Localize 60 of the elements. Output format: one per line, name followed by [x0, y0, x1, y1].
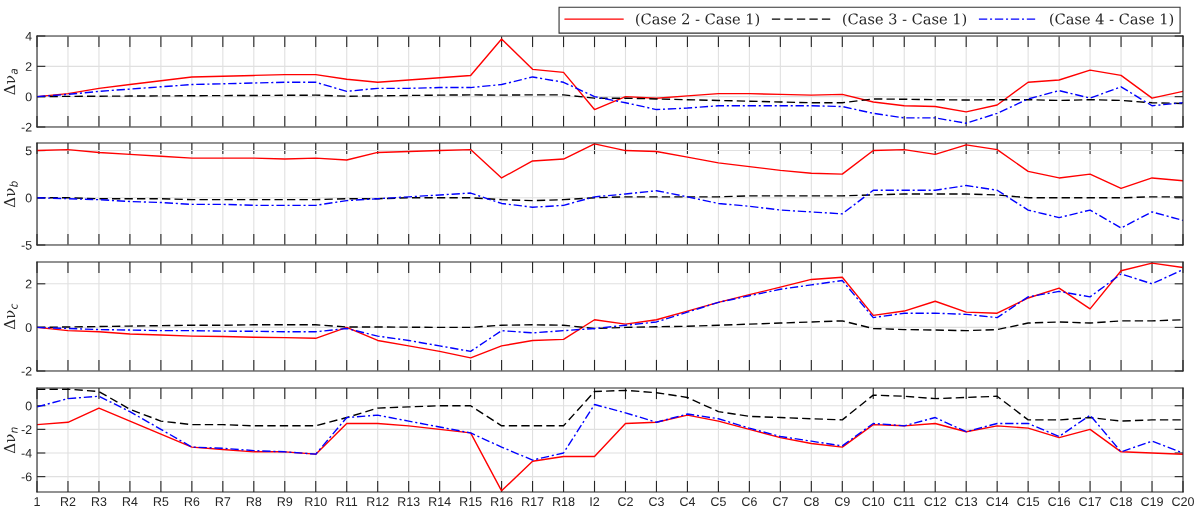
x-tick-label: C7 [773, 497, 788, 507]
x-tick-label: C5 [711, 497, 726, 507]
x-tick-label: R15 [460, 497, 482, 507]
y-tick-label: 0 [25, 401, 32, 411]
y-tick-label: -4 [21, 448, 32, 458]
x-tick-label: C2 [618, 497, 633, 507]
x-tick-label: R2 [61, 497, 76, 506]
y-tick-label: -6 [21, 472, 32, 482]
x-tick-label: R12 [367, 497, 389, 506]
x-tick-label: C17 [1079, 497, 1101, 507]
x-tick-label: R3 [91, 497, 107, 507]
x-tick-label: C10 [862, 497, 885, 507]
x-tick-label: R8 [246, 497, 262, 507]
x-tick-label: R5 [153, 497, 169, 507]
x-tick-label: C12 [924, 497, 947, 507]
x-tick-label: R9 [277, 497, 293, 507]
x-tick-label: R16 [491, 497, 513, 507]
y-tick-label: 4 [25, 31, 32, 41]
x-tick-label: C4 [680, 497, 696, 507]
x-tick-label: C18 [1110, 497, 1132, 507]
x-tick-label: R6 [184, 497, 200, 507]
x-tick-label: C19 [1141, 497, 1163, 507]
y-axis-title: Δν$_{a}$ [3, 68, 18, 95]
y-tick-label: 2 [25, 62, 32, 71]
x-tick-label: R10 [305, 497, 327, 507]
y-axis-title: Δν$_{n}$ [3, 427, 18, 454]
y-tick-label: -2 [21, 425, 32, 434]
x-tick-label: C6 [742, 497, 757, 507]
x-tick-label: C11 [893, 497, 915, 507]
x-tick-label: C3 [649, 497, 664, 507]
legend-label: (Case 2 - Case 1) [636, 13, 760, 27]
x-tick-label: C9 [834, 497, 850, 507]
legend-label: (Case 3 - Case 1) [843, 13, 967, 27]
x-tick-label: I2 [590, 497, 600, 506]
x-tick-label: R11 [336, 497, 358, 506]
x-tick-label: C20 [1172, 497, 1194, 507]
y-axis-title: Δν$_{b}$ [3, 181, 18, 208]
y-tick-label: 5 [25, 146, 32, 156]
x-tick-label: R18 [553, 497, 575, 507]
x-tick-label: R4 [122, 497, 138, 506]
y-tick-label: 0 [25, 92, 32, 102]
x-tick-label: C14 [986, 497, 1009, 507]
x-tick-label: C16 [1048, 497, 1071, 507]
y-tick-label: -5 [21, 240, 32, 250]
y-tick-label: 0 [25, 323, 32, 333]
x-tick-label: R7 [215, 497, 231, 506]
legend-label: (Case 4 - Case 1) [1050, 13, 1174, 27]
x-tick-label: R17 [522, 497, 544, 506]
x-tick-label: C13 [955, 497, 978, 507]
y-axis-title: Δν$_{c}$ [3, 303, 18, 330]
x-tick-label: C15 [1017, 497, 1040, 507]
y-tick-label: 0 [25, 193, 32, 203]
y-tick-label: -2 [21, 122, 32, 132]
y-tick-label: -2 [21, 366, 32, 376]
x-tick-label: R13 [398, 497, 420, 507]
x-tick-label: C8 [803, 497, 819, 507]
line-series [37, 395, 1183, 461]
x-tick-label: R14 [429, 497, 451, 506]
x-tick-label: 1 [34, 497, 40, 506]
y-tick-label: 2 [25, 279, 32, 289]
